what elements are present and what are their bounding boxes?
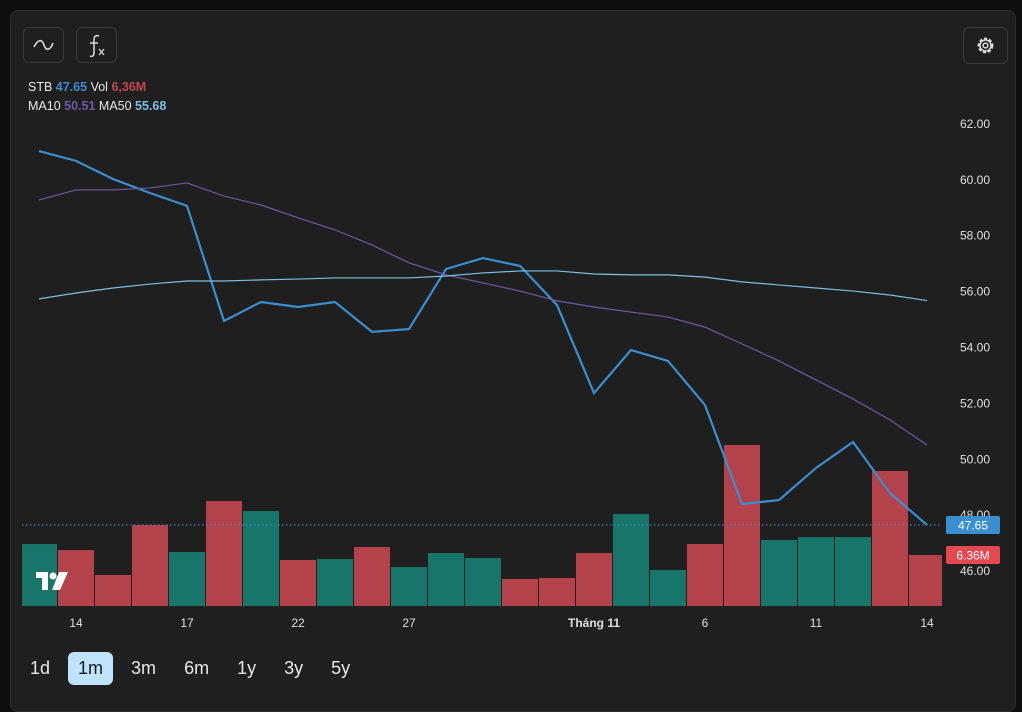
y-tick-label: 46.00 — [960, 564, 990, 578]
gear-icon — [977, 37, 994, 54]
x-tick-label: 17 — [180, 616, 194, 630]
volume-bar — [132, 525, 168, 606]
y-tick-label: 54.00 — [960, 341, 990, 355]
volume-bar — [169, 552, 205, 606]
legend-item: 6,36M — [111, 80, 146, 94]
volume-bar — [576, 553, 612, 606]
chart: STB 47.65 Vol 6,36M MA10 50.51 MA50 55.6… — [22, 80, 1000, 630]
y-tick-label: 52.00 — [960, 396, 990, 410]
volume-bar — [280, 559, 316, 606]
volume-bar — [613, 514, 649, 606]
volume-bar — [761, 540, 797, 606]
legend-item: 55.68 — [135, 99, 166, 113]
legend-row: MA10 50.51 MA50 55.68 — [28, 99, 166, 113]
x-tick-label: 11 — [810, 616, 823, 630]
x-tick-label: 6 — [702, 616, 709, 630]
volume-bar — [391, 567, 427, 606]
legend-item: STB — [28, 80, 52, 94]
volume-bar — [428, 553, 464, 606]
legend-item: MA10 — [28, 99, 61, 113]
legend-item: MA50 — [99, 99, 132, 113]
volume-bar — [687, 544, 723, 606]
range-button[interactable]: 6m — [184, 658, 210, 678]
volume-bar — [650, 569, 686, 606]
x-tick-label: 14 — [920, 616, 934, 630]
range-button[interactable]: 1y — [237, 658, 257, 678]
y-tick-label: 60.00 — [960, 173, 990, 187]
plot-area — [22, 150, 942, 606]
settings-button[interactable] — [963, 27, 1008, 64]
volume-tag: 6.36M — [956, 549, 989, 563]
x-tick-label: Tháng 11 — [568, 616, 620, 630]
volume-bar — [206, 501, 242, 606]
legend-item: Vol — [91, 80, 108, 94]
indicator-button[interactable] — [76, 27, 117, 63]
y-tick-label: 62.00 — [960, 117, 990, 131]
legend-row: STB 47.65 Vol 6,36M — [28, 80, 146, 94]
volume-bar — [317, 559, 353, 606]
price-line — [38, 270, 928, 302]
legend-item: 47.65 — [56, 80, 87, 94]
tradingview-logo — [36, 572, 68, 590]
volume-bar — [95, 574, 131, 606]
volume-bar — [465, 557, 501, 606]
price-tag-bg — [946, 515, 1000, 534]
legend: STB 47.65 Vol 6,36M MA10 50.51 MA50 55.6… — [28, 80, 166, 113]
y-tick-label: 56.00 — [960, 285, 990, 299]
volume-bar — [502, 578, 538, 606]
fx-icon — [89, 34, 105, 58]
volume-bar — [798, 537, 834, 606]
volume-bar — [243, 510, 279, 606]
legend-item: 50.51 — [64, 99, 95, 113]
volume-bar — [909, 555, 942, 606]
volume-tag-bg — [946, 546, 1000, 565]
range-button[interactable]: 3m — [131, 658, 157, 678]
x-tick-label: 22 — [291, 616, 305, 630]
wave-icon — [33, 39, 54, 51]
price-line — [38, 182, 928, 446]
range-button[interactable]: 5y — [331, 658, 351, 678]
x-tick-label: 27 — [402, 616, 416, 630]
price-line — [38, 150, 928, 526]
range-selector: 1d 1m 3m 6m 1y 3y 5y — [20, 652, 360, 685]
chart-style-button[interactable] — [23, 27, 64, 63]
x-tick-label: 14 — [69, 616, 83, 630]
volume-bar — [354, 546, 390, 606]
range-button[interactable]: 1d — [30, 658, 51, 678]
range-button[interactable]: 1m — [68, 652, 114, 685]
y-tick-label: 58.00 — [960, 229, 990, 243]
volume-bar — [835, 537, 871, 606]
volume-bar — [539, 578, 575, 606]
price-tag: 47.65 — [958, 518, 988, 532]
y-tick-label: 50.00 — [960, 452, 990, 466]
range-button[interactable]: 3y — [284, 658, 304, 678]
